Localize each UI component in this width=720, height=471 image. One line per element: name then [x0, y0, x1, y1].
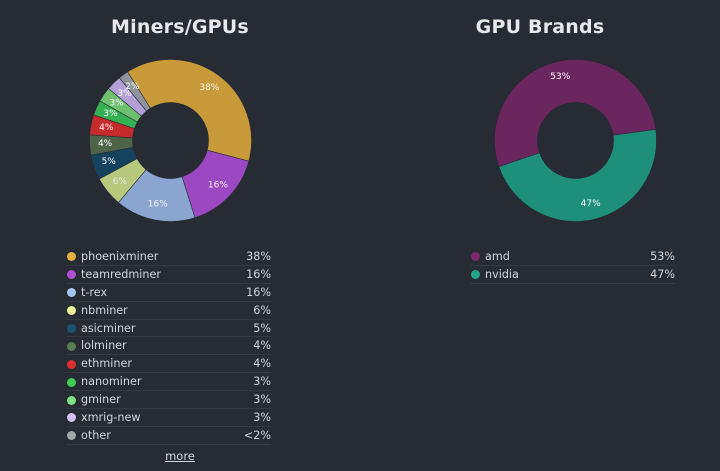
legend-item-lolminer[interactable]: lolminer 4% — [66, 337, 271, 356]
gpu-brands-legend: amd 53% nvidia 47% — [470, 248, 675, 284]
legend-label: xmrig-new — [81, 411, 141, 425]
legend-label: nbminer — [81, 303, 128, 317]
legend-label: phoenixminer — [81, 250, 159, 263]
legend-item-nbminer[interactable]: nbminer 6% — [66, 302, 271, 320]
legend-item-nanominer[interactable]: nanominer 3% — [66, 373, 271, 392]
legend-value: 16% — [246, 285, 271, 299]
legend-label: teamredminer — [81, 267, 161, 281]
legend-value: 5% — [253, 321, 271, 335]
slice-nvidia[interactable] — [497, 128, 658, 223]
legend-value: 4% — [253, 357, 271, 371]
legend-swatch — [67, 341, 76, 351]
legend-swatch — [67, 270, 76, 280]
legend-value: 3% — [253, 375, 271, 389]
legend-value: <2% — [243, 428, 271, 442]
legend-label: asicminer — [81, 321, 136, 335]
legend-item-phoenixminer[interactable]: phoenixminer 38% — [66, 248, 271, 266]
legend-swatch — [67, 377, 76, 387]
legend-label: other — [81, 428, 111, 442]
legend-swatch — [67, 359, 76, 369]
legend-item-amd[interactable]: amd 53% — [470, 248, 675, 266]
legend-label: gminer — [81, 393, 121, 407]
slice-amd[interactable] — [493, 58, 658, 167]
slice-label-gminer: 3% — [109, 98, 124, 108]
slice-label-asicminer: 5% — [102, 157, 117, 167]
legend-value: 3% — [253, 411, 271, 425]
legend-item-nvidia[interactable]: nvidia 47% — [470, 266, 675, 284]
legend-item-xmrig-new[interactable]: xmrig-new 3% — [66, 409, 271, 427]
legend-swatch — [67, 431, 76, 441]
slice-label-nanominer: 3% — [103, 109, 118, 119]
legend-label: lolminer — [81, 339, 127, 353]
legend-value: 3% — [253, 393, 271, 407]
legend-label: nvidia — [485, 267, 519, 281]
slice-label-phoenixminer: 38% — [199, 83, 219, 93]
legend-swatch — [67, 413, 76, 423]
slice-label-teamredminer: 16% — [208, 181, 228, 191]
legend-value: 4% — [253, 339, 271, 353]
legend-label: amd — [485, 250, 510, 263]
slice-label-other: 2% — [125, 82, 140, 92]
slice-label-amd: 53% — [550, 72, 570, 82]
slice-label-lolminer: 4% — [98, 139, 113, 149]
legend-item-teamredminer[interactable]: teamredminer 16% — [66, 266, 271, 284]
gpu-brands-slices: 47% 53% — [493, 58, 658, 223]
legend-swatch — [67, 323, 76, 333]
legend-label: t-rex — [81, 285, 108, 299]
slice-label-t-rex: 16% — [148, 200, 168, 210]
legend-value: 47% — [650, 267, 675, 281]
legend-swatch — [471, 252, 480, 262]
legend-swatch — [67, 252, 76, 262]
legend-swatch — [67, 395, 76, 405]
slice-label-nvidia: 47% — [581, 199, 601, 209]
miners-legend: phoenixminer 38% teamredminer 16% t-rex 16% nb… — [66, 248, 271, 445]
legend-value: 16% — [246, 267, 271, 281]
miners-chart-title: Miners/GPUs — [111, 16, 249, 38]
legend-item-ethminer[interactable]: ethminer 4% — [66, 355, 271, 374]
slice-label-nbminer: 6% — [113, 177, 128, 187]
gpu-brands-chart-title: GPU Brands — [475, 16, 605, 38]
legend-item-asicminer[interactable]: asicminer 5% — [66, 320, 271, 338]
legend-value: 6% — [253, 303, 271, 317]
legend-item-other[interactable]: other <2% — [66, 427, 271, 445]
legend-label: nanominer — [81, 375, 142, 389]
legend-value: 53% — [650, 250, 675, 263]
gpu-brands-donut-chart: 47% 53% — [493, 58, 658, 223]
legend-swatch — [67, 288, 76, 298]
legend-item-t-rex[interactable]: t-rex 16% — [66, 284, 271, 302]
legend-swatch — [471, 270, 480, 280]
legend-label: ethminer — [81, 357, 132, 371]
miners-donut-chart: 38%16%16%6%5%4%4%3%3%3%2% — [89, 58, 253, 222]
slice-label-ethminer: 4% — [99, 123, 114, 133]
legend-swatch — [67, 306, 76, 316]
slice-phoenixminer[interactable] — [127, 58, 253, 191]
miners-slices: 38%16%16%6%5%4%4%3%3%3%2% — [89, 58, 253, 222]
slice-label-xmrig-new: 3% — [117, 89, 132, 99]
legend-item-gminer[interactable]: gminer 3% — [66, 391, 271, 410]
more-link[interactable]: more — [165, 449, 195, 463]
slice-other[interactable] — [118, 71, 151, 114]
legend-value: 38% — [246, 250, 271, 263]
